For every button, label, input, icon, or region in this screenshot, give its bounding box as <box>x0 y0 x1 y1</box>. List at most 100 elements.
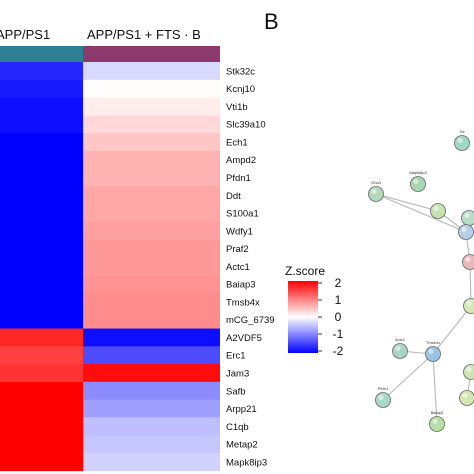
node-circle <box>454 135 470 151</box>
gene-label-c1qb: C1qb <box>226 422 249 433</box>
heat-cell-a2vdf5-col2 <box>83 328 220 347</box>
network-node-pfdn1: Pfdn1 <box>375 386 391 408</box>
heat-cell-pfdn1-col1 <box>0 168 83 187</box>
gene-label-mcg-6739: mCG_6739 <box>226 315 275 326</box>
node-label: Pfdn1 <box>378 386 389 391</box>
heat-cell-kcnj10-col2 <box>83 79 220 98</box>
node-highlight <box>378 395 384 400</box>
legend-tick-label: 1 <box>335 293 342 307</box>
node-highlight <box>413 179 419 184</box>
gene-label-actc1: Actc1 <box>226 262 250 273</box>
heat-cell-slc39a10-col1 <box>0 115 83 134</box>
node-circle <box>430 203 446 219</box>
heat-cell-kcnj10-col1 <box>0 79 83 98</box>
node-circle <box>368 186 384 202</box>
gene-label-vti1b: Vti1b <box>226 102 248 113</box>
heat-cell-ech1-col2 <box>83 133 220 152</box>
network-node-sa: Sa <box>454 129 470 151</box>
legend-ticks: 2 1 0 -1 -2 <box>318 276 344 358</box>
heat-cell-c1qb-col2 <box>83 417 220 436</box>
node-circle <box>392 343 408 359</box>
heat-cell-metap2-col1 <box>0 435 83 454</box>
node-highlight <box>457 138 463 143</box>
node-label: Baiap3 <box>431 410 444 415</box>
heatmap-cells <box>0 62 220 472</box>
gene-label-mapk8ip3: Mapk8ip3 <box>226 457 267 468</box>
heat-cell-ddt-col2 <box>83 186 220 205</box>
legend-colorbar <box>288 281 318 353</box>
legend-tick-label: 2 <box>335 276 342 290</box>
heat-cell-safb-col2 <box>83 381 220 401</box>
heat-cell-pfdn1-col2 <box>83 168 220 187</box>
node-label: Mapk8ip3 <box>409 170 427 175</box>
heat-cell-c1qb-col1 <box>0 417 83 436</box>
heat-cell-ampd2-col2 <box>83 150 220 170</box>
heat-cell-stk32c-col1 <box>0 62 83 81</box>
heatmap-panel: APP/PS1 APP/PS1 + FTS · B Stk32c Kcnj10 Vt… <box>0 27 275 472</box>
node-circle <box>461 210 474 226</box>
heat-cell-arpp21-col2 <box>83 399 220 418</box>
network-node-actc1: Actc1 <box>392 337 408 359</box>
heat-cell-mapk8ip3-col1 <box>0 452 83 472</box>
node-label: Sa <box>460 129 466 134</box>
heat-cell-s100a1-col2 <box>83 204 220 223</box>
node-highlight <box>433 206 439 211</box>
group-bar-app-ps1 <box>0 46 83 62</box>
gene-label-wdfy1: Wdfy1 <box>226 226 253 237</box>
gene-label-slc39a10: Slc39a10 <box>226 120 266 131</box>
heat-cell-wdfy1-col2 <box>83 221 220 241</box>
network-edge <box>382 353 434 401</box>
network-node-tmsb4x: Tmsb4x <box>425 340 441 362</box>
zscore-legend: Z.score 2 1 0 -1 -2 <box>285 264 344 358</box>
heat-cell-tmsb4x-col1 <box>0 293 83 312</box>
heat-cell-vti1b-col1 <box>0 97 83 116</box>
heat-cell-mcg-6739-col2 <box>83 310 220 329</box>
gene-label-erc1: Erc1 <box>226 351 246 362</box>
gene-labels: Stk32c Kcnj10 Vti1b Slc39a10 Ech1 Ampd2 Pfdn1 D… <box>226 66 275 468</box>
heat-cell-mapk8ip3-col2 <box>83 452 220 472</box>
heat-cell-erc1-col2 <box>83 346 220 365</box>
network-edges <box>375 193 472 425</box>
node-circle <box>375 392 391 408</box>
heat-cell-slc39a10-col2 <box>83 115 220 134</box>
heat-cell-actc1-col1 <box>0 257 83 276</box>
heat-cell-safb-col1 <box>0 381 83 401</box>
node-circle <box>463 364 474 380</box>
heat-cell-metap2-col2 <box>83 435 220 454</box>
node-label: Tmsb4x <box>426 340 440 345</box>
gene-label-s100a1: S100a1 <box>226 209 259 220</box>
node-highlight <box>395 346 401 351</box>
heat-cell-a2vdf5-col1 <box>0 328 83 347</box>
node-highlight <box>428 349 434 354</box>
group-bar-app-ps1-fts <box>83 46 220 62</box>
node-highlight <box>466 367 472 372</box>
node-circle <box>458 224 474 240</box>
heat-cell-praf2-col2 <box>83 239 220 258</box>
heat-cell-tmsb4x-col2 <box>83 293 220 312</box>
node-highlight <box>465 257 471 262</box>
network-node-mapk8ip3: Mapk8ip3 <box>409 170 427 192</box>
heat-cell-baiap3-col2 <box>83 275 220 294</box>
node-circle <box>463 298 474 314</box>
network-edge <box>375 193 467 233</box>
heat-cell-erc1-col1 <box>0 346 83 365</box>
network-node-n14 <box>463 364 474 380</box>
gene-label-jam3: Jam3 <box>226 368 249 379</box>
heat-cell-baiap3-col1 <box>0 275 83 294</box>
heat-cell-mcg-6739-col1 <box>0 310 83 329</box>
network-nodes: Sa Mapk8ip3 Gna3 Actc1 Tmsb4x Pfdn1 Baiap3 <box>368 129 474 432</box>
node-circle <box>410 176 426 192</box>
panel-b-letter: B <box>264 9 279 34</box>
network-node-gna3: Gna3 <box>368 180 384 202</box>
heat-cell-s100a1-col1 <box>0 204 83 223</box>
heat-cell-jam3-col2 <box>83 364 220 383</box>
gene-label-ech1: Ech1 <box>226 137 248 148</box>
network-node-baiap3: Baiap3 <box>429 410 445 432</box>
network-node-n6 <box>458 224 474 240</box>
node-circle <box>459 390 474 406</box>
heat-cell-ech1-col1 <box>0 133 83 152</box>
network-node-n8 <box>463 298 474 314</box>
node-highlight <box>432 419 438 424</box>
gene-label-ampd2: Ampd2 <box>226 155 256 166</box>
